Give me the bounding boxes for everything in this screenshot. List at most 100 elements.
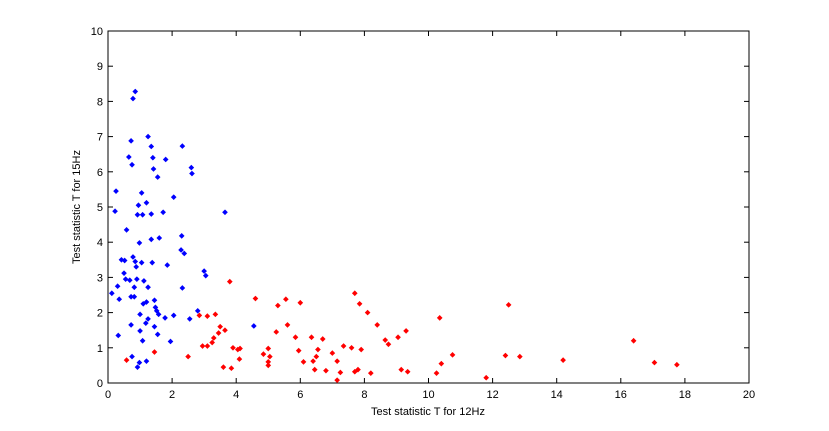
plot-area — [107, 30, 750, 384]
x-tick-label: 2 — [169, 389, 175, 401]
data-point — [155, 311, 162, 318]
data-point — [348, 344, 355, 351]
data-point — [156, 235, 163, 241]
data-point — [228, 365, 235, 372]
data-point — [260, 351, 267, 357]
y-tick-label: 2 — [97, 308, 103, 320]
data-point — [284, 322, 291, 328]
series-0 — [109, 88, 257, 370]
data-point — [204, 343, 211, 349]
x-tick-labels: 0 2 4 6 8 10 12 14 16 18 20 — [105, 389, 755, 401]
data-point — [189, 170, 195, 177]
data-point — [395, 334, 401, 341]
data-point — [275, 302, 281, 309]
data-point — [502, 352, 509, 359]
x-tick-label: 6 — [297, 389, 303, 401]
data-point — [142, 320, 149, 326]
x-tick-label: 0 — [105, 389, 111, 401]
data-point — [162, 156, 169, 163]
y-tick-label: 10 — [91, 26, 103, 38]
data-point — [209, 339, 215, 346]
data-point — [199, 343, 206, 349]
series-1 — [123, 278, 680, 384]
data-point — [151, 349, 158, 355]
data-point — [137, 328, 143, 334]
data-point — [143, 199, 150, 206]
data-point — [162, 315, 168, 321]
data-point — [251, 323, 257, 329]
y-tick-label: 8 — [97, 96, 103, 108]
data-point — [137, 311, 143, 318]
data-point — [201, 268, 207, 274]
data-point — [134, 364, 141, 370]
data-point — [222, 209, 228, 216]
data-point — [141, 278, 147, 284]
data-point — [517, 353, 523, 360]
data-point — [364, 309, 371, 316]
data-point — [131, 284, 138, 291]
data-point — [230, 344, 236, 351]
y-tick-label: 9 — [97, 61, 103, 73]
data-point — [222, 327, 228, 334]
data-point — [167, 338, 174, 345]
data-point — [143, 358, 150, 365]
data-point — [398, 366, 405, 373]
y-tick-label: 1 — [97, 343, 103, 355]
data-point — [139, 337, 146, 344]
data-point — [315, 346, 321, 353]
data-point — [132, 88, 139, 95]
data-point — [385, 341, 392, 348]
x-tick-label: 10 — [422, 389, 434, 401]
data-point — [674, 361, 680, 368]
data-point — [126, 277, 133, 284]
data-point — [130, 254, 136, 260]
data-point — [186, 316, 193, 322]
data-point — [220, 364, 227, 370]
data-point — [295, 347, 302, 354]
data-point — [340, 343, 347, 349]
data-point — [265, 345, 272, 352]
data-point — [237, 345, 243, 352]
data-point — [133, 264, 140, 270]
data-point — [217, 323, 223, 330]
data-point — [404, 368, 411, 375]
data-point — [313, 353, 320, 360]
data-point — [140, 300, 147, 307]
data-point — [136, 240, 143, 246]
data-point — [483, 374, 490, 381]
data-point — [319, 336, 326, 342]
data-point — [129, 161, 135, 168]
data-point — [130, 95, 136, 102]
data-point — [236, 356, 243, 362]
data-point — [139, 211, 146, 218]
data-point — [196, 312, 203, 319]
x-tick-label: 20 — [743, 389, 755, 401]
data-point — [136, 359, 143, 366]
x-axis-label: Test statistic T for 12Hz — [371, 406, 485, 418]
y-tick-label: 5 — [97, 202, 103, 214]
data-point — [170, 312, 177, 319]
y-tick-label: 7 — [97, 132, 103, 144]
data-point — [358, 346, 365, 353]
data-point — [154, 331, 161, 338]
data-point — [126, 154, 132, 160]
data-point — [382, 337, 389, 343]
data-point — [128, 137, 134, 144]
data-point — [138, 190, 145, 196]
data-point — [449, 352, 456, 358]
data-point — [438, 360, 445, 367]
data-point — [265, 362, 272, 369]
data-point — [300, 359, 307, 365]
data-point — [403, 328, 409, 334]
data-point — [118, 256, 125, 263]
data-point — [129, 353, 135, 360]
data-point — [109, 290, 115, 297]
data-point — [202, 272, 209, 279]
data-point — [135, 202, 142, 209]
data-point — [112, 208, 118, 215]
data-point — [151, 323, 158, 330]
y-axis-label: Test statistic T for 15Hz — [71, 150, 83, 264]
y-tick-labels: 0 1 2 3 4 5 6 7 8 9 10 — [91, 26, 103, 390]
data-points — [109, 88, 680, 384]
